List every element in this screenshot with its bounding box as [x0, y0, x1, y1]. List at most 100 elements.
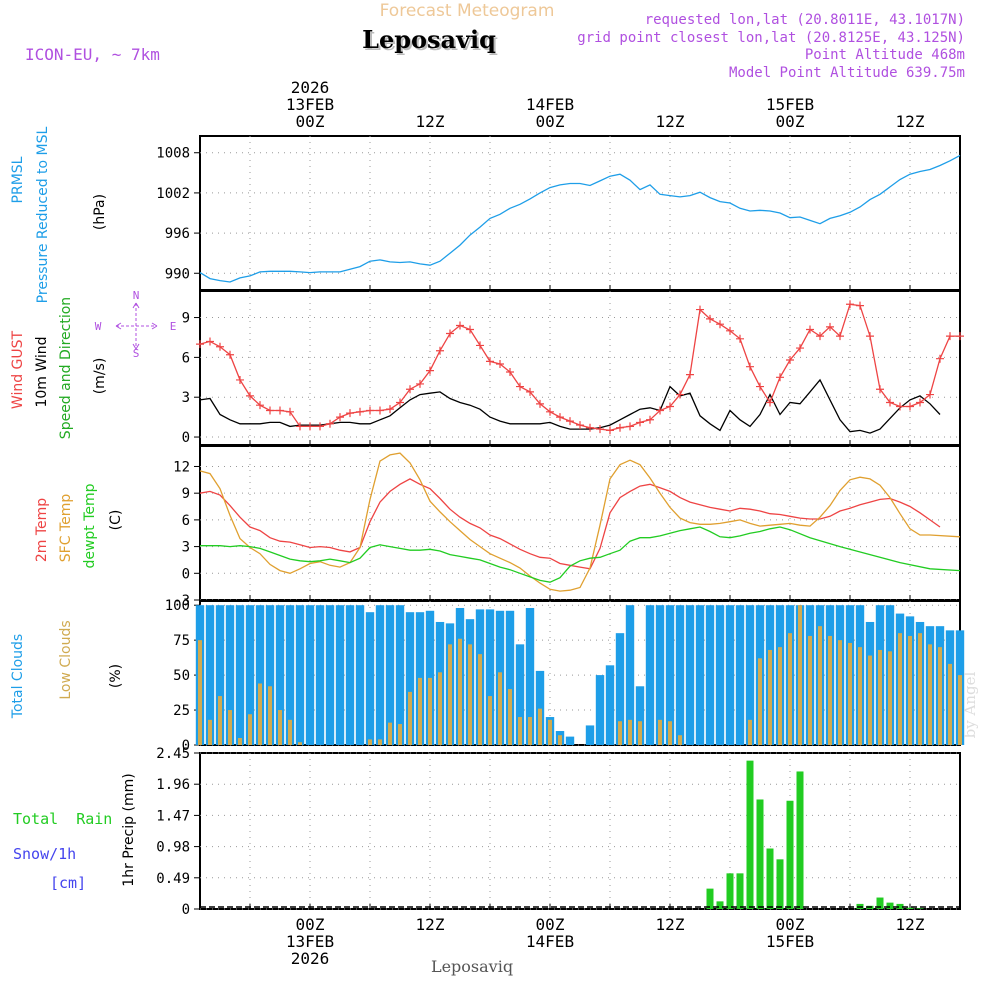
rain-bar — [796, 771, 804, 909]
total-cloud-bar — [275, 605, 285, 745]
y-tick-label: 75 — [173, 633, 190, 649]
gust-marker — [416, 379, 424, 388]
rain-bar — [716, 901, 724, 909]
gust-marker — [386, 405, 394, 414]
total-cloud-bar — [595, 675, 605, 745]
rain-bar — [886, 902, 894, 909]
total-cloud-bar — [265, 605, 275, 745]
sfc-temp-label: SFC Temp — [58, 494, 74, 563]
gust-marker — [626, 422, 634, 431]
wind-gust-line — [199, 303, 960, 432]
low-cloud-bar — [508, 689, 512, 745]
model-label: ICON-EU, ~ 7km — [25, 45, 160, 64]
gust-marker — [726, 326, 734, 335]
y-tick-label: 25 — [173, 703, 190, 719]
gust-marker — [226, 350, 234, 359]
total-cloud-bar — [655, 605, 665, 745]
low-cloud-bar — [888, 651, 892, 745]
gust-marker — [436, 346, 444, 355]
total-cloud-bar — [325, 605, 335, 745]
gust-marker — [406, 385, 414, 394]
rain-bar — [736, 873, 744, 909]
low-cloud-bar — [868, 655, 872, 745]
low-cloud-bar — [258, 683, 262, 745]
bottom-axis-label: 00Z — [536, 915, 565, 934]
compass-west: W — [95, 320, 102, 333]
gust-marker — [656, 406, 664, 415]
low-cloud-bar — [618, 721, 622, 745]
low-cloud-bar — [828, 635, 832, 745]
gust-marker — [426, 366, 434, 375]
low-cloud-bar — [848, 642, 852, 745]
gust-marker — [366, 406, 374, 415]
total-cloud-bar — [225, 605, 235, 745]
total-cloud-bar — [515, 644, 525, 745]
total-cloud-bar — [305, 605, 315, 745]
ms-unit-label: (m/s) — [92, 358, 108, 395]
total-cloud-bar — [405, 612, 415, 745]
gust-marker — [346, 409, 354, 418]
location-title: Leposaviq — [362, 25, 496, 54]
bottom-axis-label: 12Z — [416, 915, 445, 934]
low-cloud-bar — [818, 626, 822, 745]
total-cloud-bar — [615, 633, 625, 745]
compass-south: S — [133, 347, 140, 360]
rain-bar — [746, 760, 754, 909]
y-tick-label: -3 — [173, 593, 190, 609]
total-cloud-bar — [255, 605, 265, 745]
pressure-labels: PRMSL Pressure Reduced to MSL (hPa) — [10, 126, 108, 303]
total-cloud-bar — [335, 605, 345, 745]
dewpt-temp-label: dewpt Temp — [82, 483, 98, 568]
low-cloud-bar — [758, 658, 762, 745]
top-axis-label: 12Z — [416, 112, 445, 131]
top-axis-label: 12Z — [896, 112, 925, 131]
total-cloud-bar — [725, 605, 735, 745]
rain-bar — [756, 799, 764, 909]
gust-marker — [616, 423, 624, 432]
low-cloud-bar — [478, 654, 482, 745]
gust-marker — [746, 362, 754, 371]
gust-marker — [866, 332, 874, 341]
y-tick-label: 0 — [182, 430, 190, 446]
total-cloud-bar — [695, 605, 705, 745]
gust-marker — [896, 402, 904, 411]
gust-marker — [776, 373, 784, 382]
gust-marker — [666, 402, 674, 411]
total-cloud-bar — [705, 605, 715, 745]
total-cloud-bar — [645, 605, 655, 745]
gust-marker — [846, 300, 854, 309]
low-cloud-bar — [788, 633, 792, 745]
low-cloud-bar — [748, 719, 752, 745]
temperature-panel: -3 0 3 6 9 12 — [173, 445, 961, 609]
gust-marker — [466, 325, 474, 334]
hpa-unit-label: (hPa) — [92, 194, 108, 230]
total-cloud-bar — [675, 605, 685, 745]
gust-marker — [536, 399, 544, 408]
gust-marker — [336, 413, 344, 422]
low-cloud-bar — [378, 739, 382, 745]
gust-marker — [956, 332, 964, 341]
percent-unit-label: (%) — [108, 664, 124, 688]
low-cloud-bar — [928, 644, 932, 745]
gust-marker — [586, 423, 594, 432]
gust-marker — [236, 375, 244, 384]
compass-east: E — [170, 320, 177, 333]
gust-marker — [446, 329, 454, 338]
low-cloud-bar — [248, 714, 252, 745]
location-shadow: Leposaviq — [364, 27, 498, 56]
total-cloud-bar — [365, 612, 375, 745]
y-tick-label: 3 — [182, 540, 190, 556]
y-tick-label: 9 — [182, 486, 190, 502]
y-tick-label: 2.45 — [156, 746, 190, 762]
rain-bar — [776, 859, 784, 909]
gust-marker — [516, 382, 524, 391]
gust-marker — [646, 415, 654, 424]
y-tick-label: 9 — [182, 311, 190, 327]
y-tick-label: 12 — [173, 459, 190, 475]
clouds-panel: 0 25 50 75 100 — [165, 598, 965, 754]
rain-bar — [916, 908, 924, 909]
total-cloud-bar — [345, 605, 355, 745]
top-axis-label: 13FEB — [286, 95, 334, 114]
low-cloud-bar — [798, 605, 802, 745]
rain-bar — [786, 800, 794, 909]
